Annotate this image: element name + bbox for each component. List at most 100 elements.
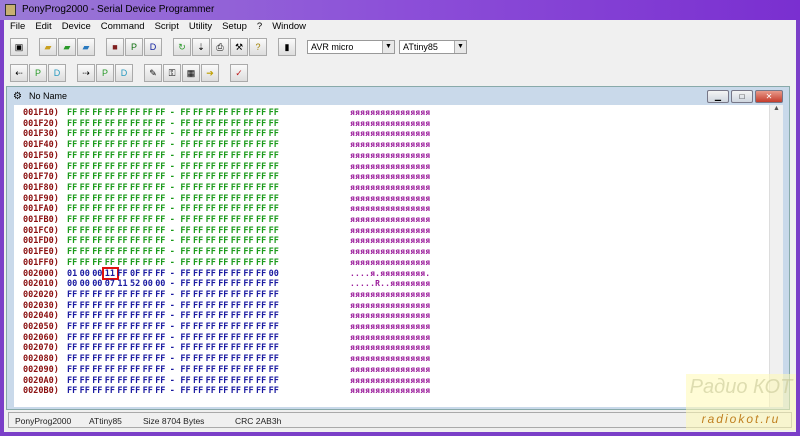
hex-byte[interactable]: 00 xyxy=(155,279,166,290)
hex-byte[interactable]: FF xyxy=(142,247,153,258)
hex-byte[interactable]: FF xyxy=(268,172,279,183)
hex-byte[interactable]: FF xyxy=(142,386,153,397)
hex-byte[interactable]: FF xyxy=(256,354,267,365)
hex-byte[interactable]: FF xyxy=(92,300,103,311)
hex-byte[interactable]: FF xyxy=(117,343,128,354)
hex-byte[interactable]: FF xyxy=(205,279,216,290)
hex-byte[interactable]: FF xyxy=(142,225,153,236)
hex-byte[interactable]: FF xyxy=(142,332,153,343)
hex-byte[interactable]: FF xyxy=(193,375,204,386)
hex-byte[interactable]: FF xyxy=(193,118,204,129)
hex-byte[interactable]: FF xyxy=(193,279,204,290)
hex-byte[interactable]: FF xyxy=(256,289,267,300)
save-data-icon[interactable]: D xyxy=(144,38,162,56)
hex-byte[interactable]: FF xyxy=(180,118,191,129)
hex-byte[interactable]: FF xyxy=(256,193,267,204)
hex-byte[interactable]: FF xyxy=(230,375,242,386)
hex-byte[interactable]: FF xyxy=(230,236,242,247)
hex-byte[interactable]: FF xyxy=(130,129,141,140)
hex-byte[interactable]: 00 xyxy=(67,279,78,290)
hex-byte[interactable]: FF xyxy=(218,236,229,247)
hex-byte[interactable]: FF xyxy=(205,257,216,268)
program-icon[interactable]: ➔ xyxy=(201,64,219,82)
hex-byte[interactable]: FF xyxy=(218,182,229,193)
hex-byte[interactable]: FF xyxy=(117,236,128,247)
hex-byte[interactable]: FF xyxy=(130,289,141,300)
hex-editor[interactable]: ▲ 001F10) FF FF FF FF FF FF FF FF FF FF FF FF FF FF FF F… xyxy=(14,105,783,407)
hex-byte[interactable]: FF xyxy=(67,108,78,118)
menu-command[interactable]: Command xyxy=(100,21,145,32)
hex-byte[interactable]: FF xyxy=(243,343,254,354)
hex-byte[interactable]: FF xyxy=(67,300,78,311)
hex-byte[interactable]: FF xyxy=(180,364,191,375)
print-icon[interactable]: ⎙ xyxy=(211,38,229,56)
hex-byte[interactable]: FF xyxy=(256,247,267,258)
hex-byte[interactable]: FF xyxy=(230,108,242,118)
hex-byte[interactable]: FF xyxy=(67,204,78,215)
hex-byte[interactable]: FF xyxy=(193,236,204,247)
hex-byte[interactable]: FF xyxy=(92,150,103,161)
hex-byte[interactable]: FF xyxy=(268,289,279,300)
hex-byte[interactable]: FF xyxy=(130,236,141,247)
hex-byte[interactable]: FF xyxy=(104,129,116,140)
hex-byte[interactable]: FF xyxy=(67,257,78,268)
hex-byte[interactable]: FF xyxy=(268,354,279,365)
hex-byte[interactable]: FF xyxy=(268,150,279,161)
hex-byte[interactable]: FF xyxy=(218,332,229,343)
hex-byte[interactable]: FF xyxy=(67,386,78,397)
hex-byte[interactable]: FF xyxy=(142,257,153,268)
new-icon[interactable]: ▣ xyxy=(10,38,28,56)
read-all-icon[interactable]: ⇠ xyxy=(10,64,28,82)
hex-byte[interactable]: FF xyxy=(79,161,90,172)
hex-byte[interactable]: FF xyxy=(155,129,166,140)
hex-byte[interactable]: FF xyxy=(180,215,191,225)
hex-byte[interactable]: FF xyxy=(205,268,216,279)
hex-byte[interactable]: FF xyxy=(67,215,78,225)
hex-byte[interactable]: FF xyxy=(268,322,279,332)
write-program-icon[interactable]: P xyxy=(96,64,114,82)
hex-byte[interactable]: FF xyxy=(193,161,204,172)
hex-byte[interactable]: FF xyxy=(79,150,90,161)
hex-byte[interactable]: FF xyxy=(130,193,141,204)
hex-byte[interactable]: FF xyxy=(130,247,141,258)
hex-byte[interactable]: FF xyxy=(117,375,128,386)
hex-byte[interactable]: 00 xyxy=(268,268,279,279)
hex-byte[interactable]: FF xyxy=(230,161,242,172)
hex-byte[interactable]: FF xyxy=(155,215,166,225)
save-icon[interactable]: ■ xyxy=(106,38,124,56)
hex-byte[interactable]: FF xyxy=(205,193,216,204)
hex-byte[interactable]: FF xyxy=(117,204,128,215)
hex-byte[interactable]: FF xyxy=(155,375,166,386)
hex-byte[interactable]: FF xyxy=(193,332,204,343)
menu-device[interactable]: Device xyxy=(61,21,91,32)
hex-byte[interactable]: FF xyxy=(243,172,254,183)
hex-byte[interactable]: FF xyxy=(180,354,191,365)
hex-byte[interactable]: FF xyxy=(268,182,279,193)
hex-byte[interactable]: FF xyxy=(256,225,267,236)
hex-byte[interactable]: 00 xyxy=(92,268,103,279)
hex-byte[interactable]: FF xyxy=(205,172,216,183)
hex-byte[interactable]: FF xyxy=(243,204,254,215)
hex-byte[interactable]: FF xyxy=(218,375,229,386)
hex-byte[interactable]: FF xyxy=(130,161,141,172)
hex-byte[interactable]: FF xyxy=(117,215,128,225)
hex-byte[interactable]: FF xyxy=(205,300,216,311)
hex-byte[interactable]: FF xyxy=(142,354,153,365)
hex-byte[interactable]: FF xyxy=(155,257,166,268)
hex-byte[interactable]: FF xyxy=(243,140,254,151)
hex-byte[interactable]: FF xyxy=(92,161,103,172)
hex-byte[interactable]: FF xyxy=(104,193,116,204)
chevron-down-icon[interactable]: ▼ xyxy=(382,41,394,53)
hex-byte[interactable]: FF xyxy=(130,257,141,268)
hex-byte[interactable]: FF xyxy=(155,150,166,161)
hex-byte[interactable]: FF xyxy=(67,289,78,300)
hex-byte[interactable]: FF xyxy=(268,311,279,322)
hex-byte[interactable]: FF xyxy=(130,150,141,161)
hex-byte[interactable]: FF xyxy=(256,140,267,151)
hex-byte[interactable]: FF xyxy=(130,118,141,129)
hex-byte[interactable]: FF xyxy=(155,354,166,365)
hex-byte[interactable]: FF xyxy=(130,300,141,311)
hex-byte[interactable]: FF xyxy=(256,150,267,161)
hex-byte[interactable]: FF xyxy=(155,343,166,354)
hex-byte[interactable]: FF xyxy=(67,247,78,258)
